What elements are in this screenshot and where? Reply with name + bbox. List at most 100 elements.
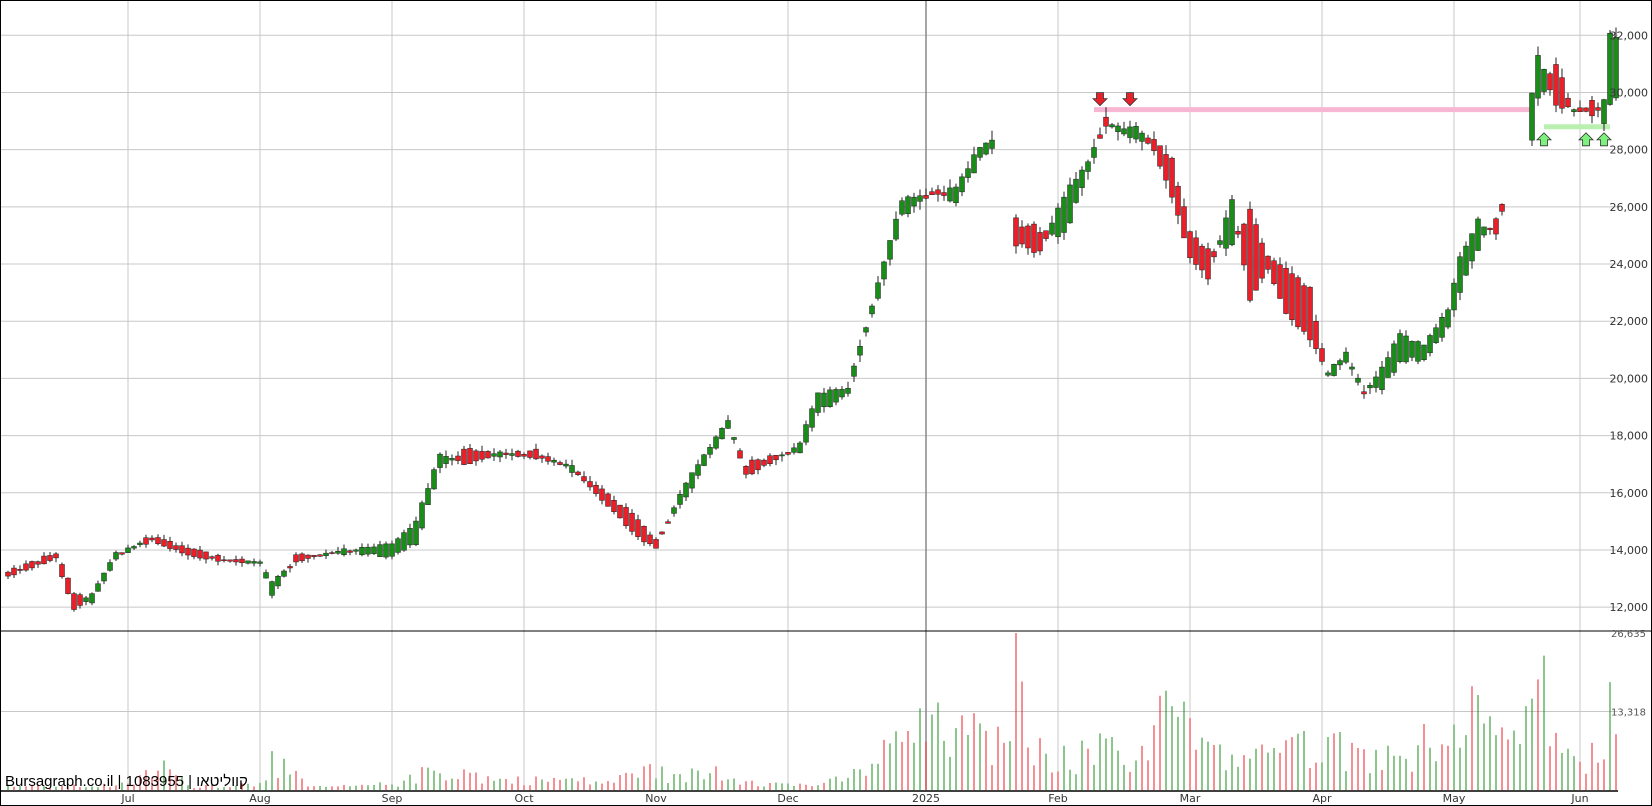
date-tick-label: Oct [514,792,534,805]
candle [1013,214,1019,254]
candle [305,554,311,563]
candle [887,240,893,266]
candle-body [1493,218,1499,235]
candle-body [443,456,449,464]
candle-body [1379,366,1385,390]
candle-body [173,545,179,550]
candle-body [1127,126,1133,138]
candle [815,392,821,417]
candle-body [899,200,905,215]
candle-body [1325,372,1331,376]
candle-body [35,561,41,565]
candle [431,467,437,490]
candle [533,443,539,461]
candle-body [539,455,545,459]
candle [1169,156,1175,204]
candle [281,569,287,578]
candle-body [413,520,419,545]
candle [1553,57,1559,113]
candle-body [137,542,143,545]
candle-body [449,458,455,461]
candle-body [293,554,299,563]
candle [713,435,719,450]
candle-body [623,507,629,526]
candle [1103,107,1109,134]
candle-body [455,455,461,461]
candle-body [557,462,563,465]
candle [1373,370,1379,393]
candle-body [161,539,167,547]
candle-body [767,455,773,465]
candle-body [1013,217,1019,247]
candle [509,448,515,461]
candle [131,545,137,551]
candle-body [59,564,65,577]
candle-body [1607,32,1613,105]
candle-body [1343,351,1349,363]
candle [797,441,803,454]
candle [683,481,689,502]
candle-body [971,154,977,174]
candle [701,453,707,467]
candle [359,543,365,557]
price-tick-label: 18,000 [1610,430,1649,443]
candle [353,548,359,555]
candle [1343,347,1349,365]
price-tick-label: 30,000 [1610,86,1649,99]
candle-body [581,476,587,482]
candle [1139,130,1145,151]
candle [1469,233,1475,269]
candle-body [917,195,923,202]
candle-body [377,544,383,557]
candle [743,465,749,479]
candle-body [935,189,941,195]
candle-body [1415,341,1421,362]
candle [119,552,125,556]
candle-body [731,437,737,440]
candle [461,445,467,466]
date-tick-label: Jun [1570,792,1588,805]
price-tick-label: 32,000 [1610,29,1649,42]
candle-body [53,553,59,559]
candle [1121,121,1127,137]
candle [869,303,875,318]
candle-body [575,471,581,475]
candle-body [263,572,269,579]
candle-body [1529,92,1535,141]
candle-body [719,428,725,440]
candle-body [1613,36,1619,99]
candle-body [1361,391,1367,395]
candle-body [1439,317,1445,338]
candle-body [245,560,251,564]
buy-arrow-icon [1578,132,1594,147]
candle-body [1565,97,1571,108]
candle-body [1541,68,1547,92]
candle-body [707,447,713,455]
candle [1529,92,1535,147]
candle [479,445,485,463]
candle-body [1121,128,1127,135]
candle [125,544,131,553]
candle [365,543,371,557]
candle-body [1367,385,1373,389]
candle-body [467,448,473,464]
candle-body [1595,107,1601,111]
candle [347,549,353,556]
candle-body [473,450,479,462]
candle-body [383,543,389,558]
candle-body [1547,73,1553,91]
candle-body [1229,199,1235,246]
candle-body [269,581,275,596]
candle-body [1235,231,1241,235]
candle-body [23,563,29,571]
candle-body [1559,77,1565,109]
candle-body [203,551,209,560]
candle-body [563,463,569,467]
candle-body [1151,139,1157,151]
candle [1253,218,1259,291]
candle-body [1103,116,1109,127]
candle [563,459,569,469]
candle-body [683,482,689,498]
candle [677,490,683,509]
